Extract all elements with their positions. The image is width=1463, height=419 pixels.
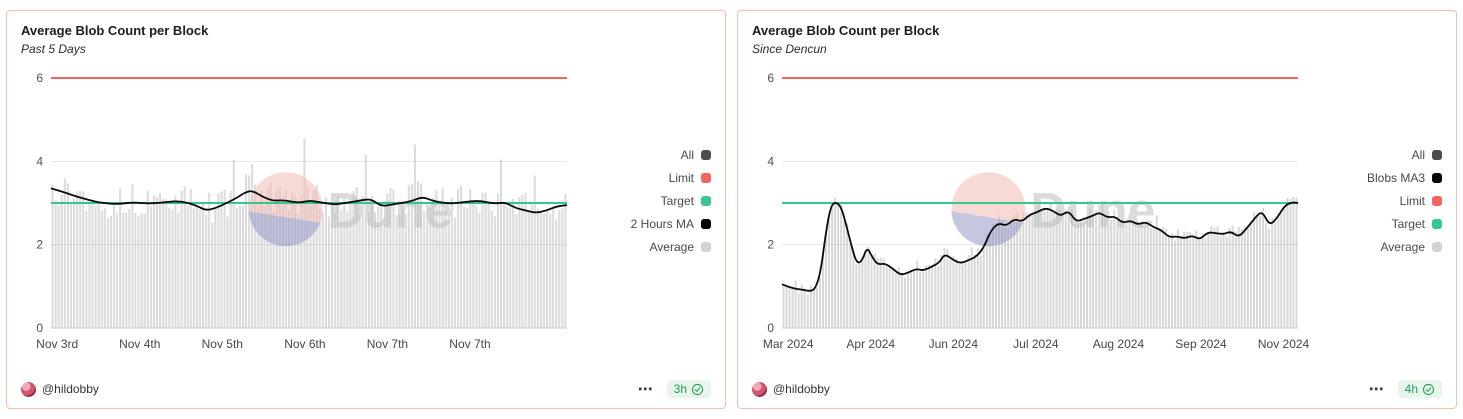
card-footer: @hildobby ⋯ 3h	[21, 380, 711, 398]
plot-area[interactable]: Dune 0 2 4 6 Nov 3rd Nov 4th Nov 5th Nov 6th Nov …	[21, 58, 589, 360]
svg-text:Nov 7th: Nov 7th	[367, 337, 408, 351]
svg-text:Dune: Dune	[328, 183, 453, 239]
refresh-age-text: 4h	[1404, 382, 1418, 396]
author-link[interactable]: @hildobby	[752, 381, 830, 397]
legend-label: All	[1411, 148, 1425, 163]
svg-text:4: 4	[767, 155, 774, 169]
legend-item-average[interactable]: Average	[650, 240, 711, 254]
legend-label: Average	[1380, 240, 1425, 255]
legend-label: Limit	[668, 171, 694, 186]
chart-subtitle: Since Dencun	[752, 42, 827, 57]
refresh-age-text: 3h	[673, 382, 687, 396]
chart-card-since-dencun: Average Blob Count per Block Since Dencu…	[737, 10, 1457, 409]
legend-item-2-hours-ma[interactable]: 2 Hours MA	[631, 217, 711, 231]
svg-text:Nov 7th: Nov 7th	[449, 337, 490, 351]
chart-card-past-5-days: Average Blob Count per Block Past 5 Days…	[6, 10, 726, 409]
svg-text:4: 4	[36, 155, 43, 169]
more-menu-button[interactable]: ⋯	[1368, 380, 1385, 398]
svg-text:Nov 5th: Nov 5th	[202, 337, 243, 351]
refresh-age-badge[interactable]: 4h	[1397, 380, 1442, 398]
legend-swatch	[701, 150, 711, 161]
legend-swatch	[701, 196, 711, 207]
svg-text:Apr 2024: Apr 2024	[846, 337, 895, 351]
check-circle-icon	[691, 383, 704, 395]
svg-text:0: 0	[767, 321, 774, 335]
legend-item-average[interactable]: Average	[1381, 240, 1442, 254]
refresh-age-badge[interactable]: 3h	[666, 380, 711, 398]
svg-text:Aug 2024: Aug 2024	[1093, 337, 1145, 351]
legend-item-target[interactable]: Target	[1392, 217, 1442, 231]
more-menu-button[interactable]: ⋯	[637, 380, 654, 398]
legend-label: Target	[660, 194, 694, 209]
svg-text:Jul 2024: Jul 2024	[1013, 337, 1059, 351]
legend: All Limit Target 2 Hours MA Average	[589, 58, 711, 378]
avatar	[21, 381, 36, 397]
svg-text:Nov 3rd: Nov 3rd	[36, 337, 78, 351]
legend-swatch	[701, 173, 711, 184]
legend-swatch	[1432, 173, 1442, 184]
legend-item-blobs-ma3[interactable]: Blobs MA3	[1367, 171, 1442, 185]
chart-row: Dune 0 2 4 6 Mar 2024 Apr 2024 Jun 2024 Jul 2024…	[752, 58, 1442, 378]
chart-row: Dune 0 2 4 6 Nov 3rd Nov 4th Nov 5th Nov 6th Nov …	[21, 58, 711, 378]
svg-text:Nov 4th: Nov 4th	[119, 337, 160, 351]
chart-title: Average Blob Count per Block	[21, 23, 209, 38]
svg-text:6: 6	[36, 71, 43, 85]
chart-title: Average Blob Count per Block	[752, 23, 940, 38]
legend-label: Average	[649, 240, 694, 255]
svg-text:Mar 2024: Mar 2024	[763, 337, 814, 351]
legend-label: Blobs MA3	[1366, 171, 1425, 186]
footer-actions: ⋯ 4h	[1369, 380, 1442, 398]
svg-text:Sep 2024: Sep 2024	[1175, 337, 1227, 351]
legend-label: Target	[1391, 217, 1425, 232]
legend-label: All	[680, 148, 694, 163]
svg-text:Jun 2024: Jun 2024	[929, 337, 979, 351]
svg-text:2: 2	[36, 238, 43, 252]
svg-text:6: 6	[767, 71, 774, 85]
legend-swatch	[1432, 242, 1442, 253]
check-circle-icon	[1422, 383, 1435, 395]
legend-label: 2 Hours MA	[630, 217, 694, 232]
legend-item-all[interactable]: All	[681, 148, 711, 162]
author-name: @hildobby	[773, 382, 830, 396]
legend-item-target[interactable]: Target	[661, 194, 711, 208]
legend: All Blobs MA3 Limit Target Average	[1320, 58, 1442, 378]
svg-text:Nov 6th: Nov 6th	[284, 337, 325, 351]
legend-item-limit[interactable]: Limit	[669, 171, 711, 185]
svg-text:Nov 2024: Nov 2024	[1258, 337, 1310, 351]
svg-text:0: 0	[36, 321, 43, 335]
legend-item-limit[interactable]: Limit	[1400, 194, 1442, 208]
svg-text:2: 2	[767, 238, 774, 252]
author-link[interactable]: @hildobby	[21, 381, 99, 397]
legend-item-all[interactable]: All	[1412, 148, 1442, 162]
card-footer: @hildobby ⋯ 4h	[752, 380, 1442, 398]
legend-swatch	[1432, 219, 1442, 230]
legend-label: Limit	[1399, 194, 1425, 209]
chart-subtitle: Past 5 Days	[21, 42, 86, 57]
legend-swatch	[1432, 196, 1442, 207]
avatar	[752, 381, 767, 397]
legend-swatch	[701, 219, 711, 230]
author-name: @hildobby	[42, 382, 99, 396]
footer-actions: ⋯ 3h	[638, 380, 711, 398]
legend-swatch	[1432, 150, 1442, 161]
legend-swatch	[701, 242, 711, 253]
